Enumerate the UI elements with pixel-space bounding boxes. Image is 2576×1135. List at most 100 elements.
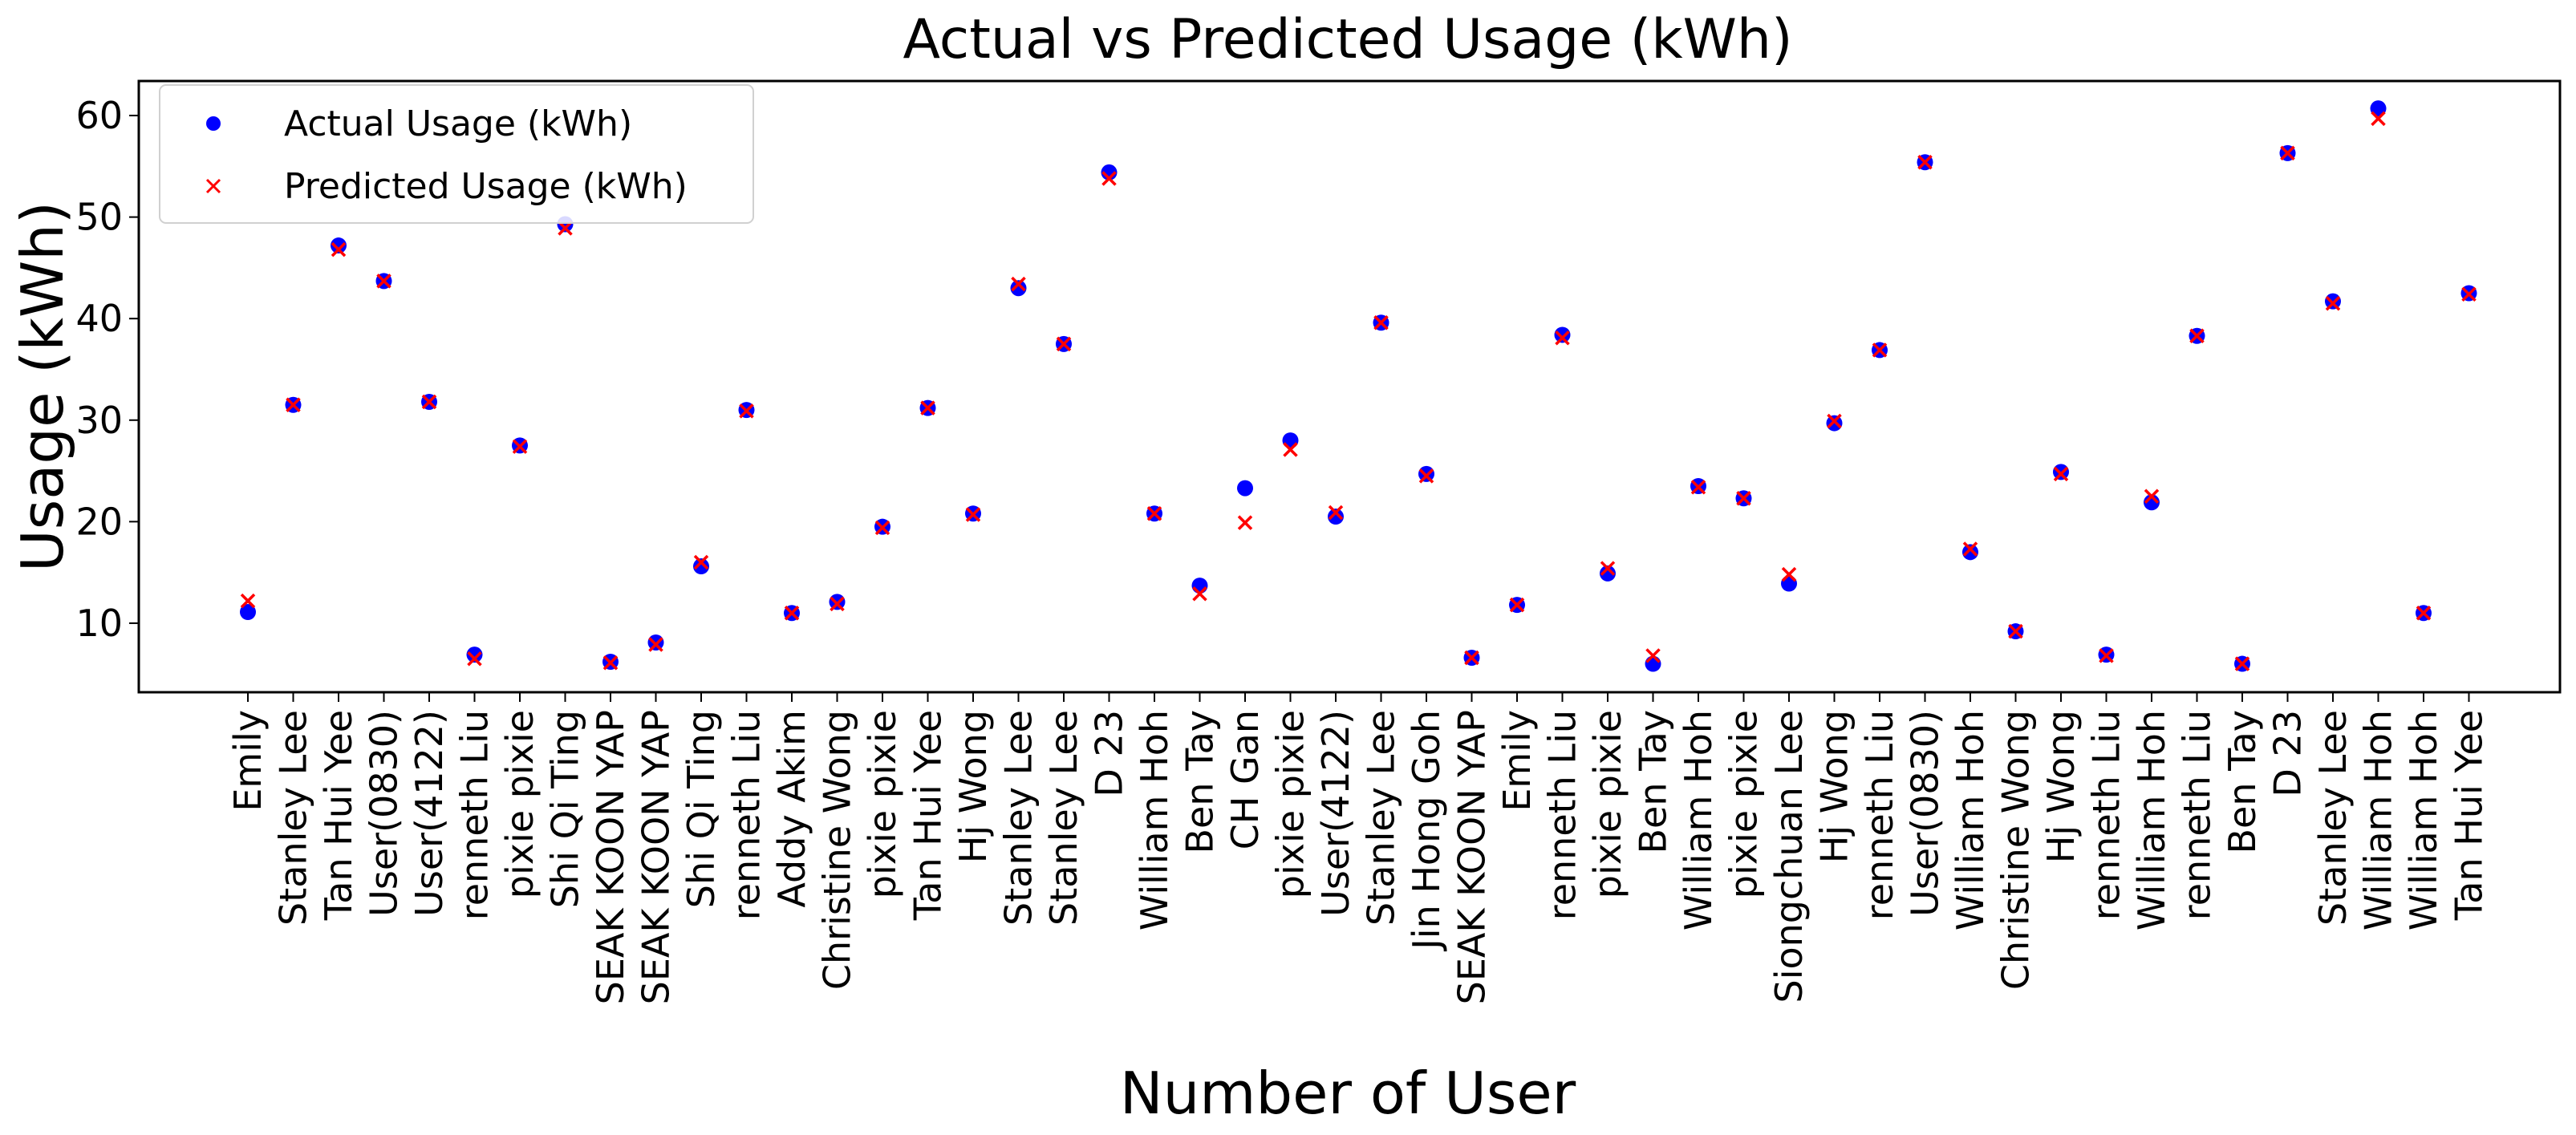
predicted-point — [286, 397, 301, 413]
predicted-point — [2325, 295, 2341, 311]
x-tick-label: Stanley Lee — [1042, 710, 1085, 926]
predicted-point — [421, 394, 437, 410]
y-tick-label: 30 — [75, 399, 123, 442]
x-tick-label: renneth Liu — [2176, 710, 2219, 920]
actual-point — [647, 634, 664, 651]
x-tick-label: renneth Liu — [1541, 710, 1584, 920]
legend-marker-actual — [206, 116, 221, 131]
predicted-point — [920, 400, 935, 415]
x-tick-label: Shi Qi Ting — [679, 710, 723, 908]
x-tick-label: renneth Liu — [453, 710, 497, 920]
y-tick-label: 60 — [75, 94, 123, 137]
predicted-point — [602, 655, 619, 671]
predicted-point — [830, 596, 845, 612]
predicted-point — [1645, 648, 1661, 663]
predicted-point — [1192, 586, 1207, 602]
predicted-point — [1872, 343, 1888, 358]
predicted-point — [2371, 111, 2386, 127]
x-tick-label: D 23 — [1088, 710, 1131, 797]
predicted-point — [2144, 488, 2160, 504]
x-tick-label: D 23 — [2266, 710, 2310, 797]
predicted-point — [512, 439, 528, 454]
x-tick-label: Tan Hui Yee — [907, 710, 950, 921]
x-tick-label: renneth Liu — [1858, 710, 1901, 920]
predicted-point — [693, 554, 709, 570]
x-tick-label: William Hoh — [1677, 710, 1720, 930]
actual-point — [1191, 578, 1208, 594]
actual-point — [466, 647, 483, 663]
actual-point — [1781, 575, 1797, 592]
x-tick-label: SEAK KOON YAP — [589, 710, 632, 1004]
predicted-point — [2234, 656, 2250, 671]
y-axis-label: Usage (kWh) — [9, 201, 76, 572]
predicted-point — [1736, 490, 1751, 506]
actual-point — [2053, 464, 2069, 480]
x-tick-label: Emily — [226, 710, 270, 812]
x-axis: Emily Stanley Lee Tan Hui Yee User(0830) Use… — [226, 692, 2491, 1004]
x-tick-label: Tan Hui Yee — [317, 710, 360, 921]
y-tick-label: 10 — [75, 602, 123, 645]
y-axis: 10 20 30 40 50 60 — [75, 94, 139, 645]
x-tick-label: Siongchuan Lee — [1767, 710, 1811, 1003]
x-tick-label: Stanley Lee — [272, 710, 315, 926]
predicted-point — [648, 637, 663, 652]
x-tick-label: Ben Tay — [2221, 710, 2264, 854]
legend-marker-predicted — [205, 178, 221, 194]
x-tick-label: Ben Tay — [1632, 710, 1675, 854]
x-tick-label: pixie pixie — [498, 710, 542, 898]
x-tick-label: renneth Liu — [2085, 710, 2128, 920]
x-tick-label: Jin Hong Goh — [1405, 710, 1448, 952]
actual-point — [1645, 655, 1661, 672]
x-tick-label: Stanley Lee — [1360, 710, 1403, 926]
actual-point — [240, 604, 256, 621]
x-tick-label: Ben Tay — [1178, 710, 1222, 854]
actual-point — [693, 558, 709, 575]
x-tick-label: Stanley Lee — [2311, 710, 2355, 926]
x-tick-label: Hj Wong — [951, 710, 995, 863]
x-tick-label: William Hoh — [2402, 710, 2445, 930]
predicted-point — [2461, 286, 2477, 302]
predicted-point — [739, 403, 754, 419]
y-tick-label: 40 — [75, 297, 123, 340]
predicted-point — [1464, 650, 1479, 666]
predicted-point — [1373, 315, 1389, 330]
x-tick-label: SEAK KOON YAP — [635, 710, 678, 1004]
predicted-point — [1827, 413, 1842, 429]
x-tick-label: User(0830) — [363, 710, 406, 917]
x-tick-label: Stanley Lee — [997, 710, 1041, 926]
actual-point — [1282, 432, 1299, 449]
x-tick-label: pixie pixie — [1722, 710, 1766, 898]
predicted-point — [1283, 442, 1298, 457]
y-tick-label: 20 — [75, 500, 123, 543]
x-tick-label: Emily — [1495, 710, 1539, 812]
predicted-point — [331, 241, 347, 257]
predicted-point — [965, 507, 981, 522]
predicted-point — [2053, 466, 2069, 482]
x-axis-label: Number of User — [1120, 1060, 1576, 1127]
x-tick-label: Hj Wong — [2039, 710, 2083, 863]
x-tick-label: renneth Liu — [725, 710, 769, 920]
actual-point — [1328, 509, 1344, 525]
predicted-point — [1237, 515, 1253, 530]
legend-label-actual: Actual Usage (kWh) — [284, 103, 632, 144]
x-tick-label: William Hoh — [1133, 710, 1176, 930]
predicted-point — [2099, 648, 2114, 663]
legend-label-predicted: Predicted Usage (kWh) — [284, 166, 688, 207]
predicted-point — [1101, 171, 1117, 186]
x-tick-label: William Hoh — [2357, 710, 2400, 930]
predicted-point — [2416, 606, 2432, 621]
actual-point — [1010, 280, 1027, 297]
actual-point — [2325, 293, 2341, 310]
actual-point — [1237, 480, 1253, 497]
predicted-point — [1781, 566, 1797, 582]
x-tick-label: User(4122) — [1314, 710, 1357, 917]
predicted-point — [1509, 597, 1525, 613]
legend: Actual Usage (kWh) Predicted Usage (kWh) — [159, 84, 754, 224]
actual-point — [1826, 415, 1843, 432]
predicted-point — [2008, 623, 2023, 639]
x-tick-label: William Hoh — [2130, 710, 2173, 930]
chart-title: Actual vs Predicted Usage (kWh) — [903, 8, 1792, 71]
predicted-point — [2280, 145, 2295, 161]
predicted-point — [467, 651, 482, 667]
data-points — [240, 100, 2477, 672]
